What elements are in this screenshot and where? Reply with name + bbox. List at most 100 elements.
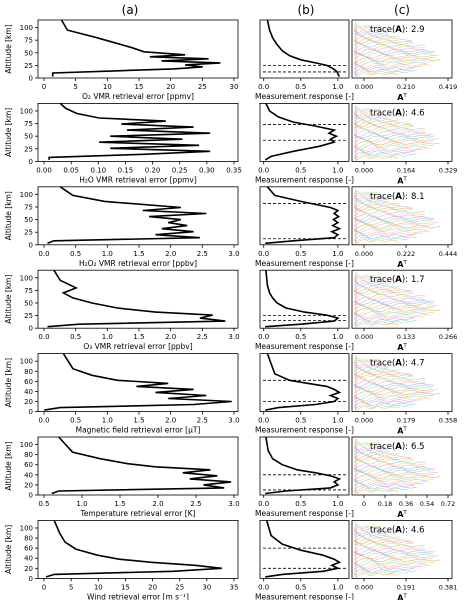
trace-value: 4.6 (411, 525, 425, 535)
altitude-tick-label: 80 (24, 535, 33, 543)
error-tick-label: 2.0 (165, 333, 176, 341)
avk-kernel-line (353, 526, 379, 530)
error-tick-label: 1.5 (114, 500, 125, 508)
avk-kernel-line (353, 207, 414, 214)
avk-tick-label: 0.000 (355, 166, 374, 174)
avk-kernel-line (353, 309, 435, 315)
error-tick-label: 3.0 (228, 500, 239, 508)
avk-kernel-line (353, 524, 381, 528)
avk-kernel-line (353, 69, 408, 75)
error-tick-label: 30 (202, 583, 211, 591)
avk-tick-label: 0.358 (439, 417, 458, 425)
error-tick-label: 5 (73, 83, 77, 91)
error-profile-line (47, 186, 207, 245)
avk-kernel-line (353, 300, 434, 306)
avk-kernel-line (353, 147, 423, 153)
error-tick-label: 3.0 (228, 250, 239, 258)
trace-prefix: trace( (370, 442, 395, 452)
avk-kernel-line (353, 282, 389, 287)
avk-kernel-line (353, 399, 415, 405)
avk-kernel-line (353, 238, 400, 244)
response-line (265, 353, 342, 411)
error-tick-label: 0.15 (118, 166, 134, 174)
avk-kernel-line (353, 392, 435, 398)
avk-kernel-line (353, 149, 415, 155)
avk-kernel-line (353, 194, 378, 199)
avk-kernel-line (353, 446, 389, 450)
response-tick-label: 1.0 (332, 250, 343, 258)
altitude-tick-label: 25 (24, 62, 33, 70)
avk-kernel-line (353, 489, 400, 494)
avk-kernel-line (353, 312, 431, 318)
altitude-tick-label: 50 (24, 216, 33, 224)
avk-kernel-group (353, 22, 441, 78)
avk-kernel-line (353, 441, 381, 445)
response-tick-label: 1.0 (332, 583, 343, 591)
error-axis-label: O₂ VMR retrieval error [ppmv] (82, 92, 194, 101)
error-tick-label: 0.20 (145, 166, 161, 174)
error-tick-label: 0.05 (63, 166, 79, 174)
error-tick-label: 1.0 (102, 250, 113, 258)
avk-kernel-line (353, 292, 426, 298)
avk-kernel-line (353, 456, 413, 461)
avk-kernel-line (353, 481, 423, 487)
avk-kernel-line (353, 376, 426, 382)
avk-tick-label: 0.179 (397, 417, 416, 425)
response-axis-label: Measurement response [-] (255, 175, 354, 184)
avk-kernel-line (353, 211, 426, 217)
avk-kernel-line (353, 294, 426, 300)
response-axis-label: Measurement response [-] (255, 342, 354, 351)
avk-kernel-line (353, 405, 400, 411)
avk-label-symbol: A (397, 343, 404, 352)
avk-kernel-line (353, 466, 434, 473)
avk-kernel-line (353, 366, 389, 371)
avk-kernel-line (353, 217, 431, 225)
avk-kernel-line (353, 361, 378, 365)
avk-kernel-line (353, 314, 423, 320)
avk-axis-label: AT (397, 260, 407, 269)
avk-kernel-line (353, 572, 400, 577)
altitude-tick-label: 80 (24, 368, 33, 376)
column-header: (b) (298, 3, 315, 17)
avk-kernel-line (353, 373, 413, 378)
avk-kernel-line (353, 197, 388, 202)
response-line (265, 520, 342, 578)
avk-kernel-line (353, 72, 400, 77)
avk-kernel-line (353, 118, 400, 122)
response-axes-frame (259, 19, 350, 79)
avk-label-symbol: A (397, 593, 404, 600)
response-axes-frame (259, 353, 350, 413)
trace-value: 8.1 (411, 192, 425, 202)
avk-kernel-line (353, 124, 414, 130)
trace-label: trace(A): 4.7 (370, 359, 425, 369)
error-profile-line (44, 353, 232, 411)
error-tick-label: 30 (230, 83, 239, 91)
altitude-tick-label: 100 (20, 107, 33, 115)
error-tick-label: 0.10 (90, 166, 106, 174)
error-profile-line (48, 102, 211, 160)
avk-kernel-line (353, 201, 400, 206)
response-tick-label: 1.0 (332, 500, 343, 508)
altitude-tick-label: 100 (20, 191, 33, 199)
response-tick-label: 1.0 (332, 83, 343, 91)
error-tick-label: 2.0 (152, 500, 163, 508)
response-line (265, 270, 340, 328)
altitude-tick-label: 0 (29, 325, 33, 333)
response-tick-label: 1.0 (332, 333, 343, 341)
avk-kernel-line (353, 477, 428, 484)
avk-kernel-line (353, 540, 413, 545)
response-tick-label: 0.5 (295, 500, 306, 508)
trace-symbol: A (395, 108, 402, 118)
error-tick-label: 25 (175, 583, 184, 591)
trace-suffix: ): (402, 359, 408, 369)
avk-kernel-line (353, 470, 439, 476)
avk-axis-label: AT (397, 510, 407, 519)
avk-tick-label: 0.133 (397, 333, 416, 341)
avk-label-symbol: A (397, 427, 404, 436)
error-tick-label: 25 (198, 83, 207, 91)
response-tick-label: 0.5 (295, 333, 306, 341)
avk-kernel-line (353, 285, 400, 289)
avk-kernel-line (353, 310, 428, 317)
panel-row-3: 0 25 50 75 100 Altitude [km] 0.0 0.5 1.0 1.5 2.0 2.… (4, 186, 457, 269)
